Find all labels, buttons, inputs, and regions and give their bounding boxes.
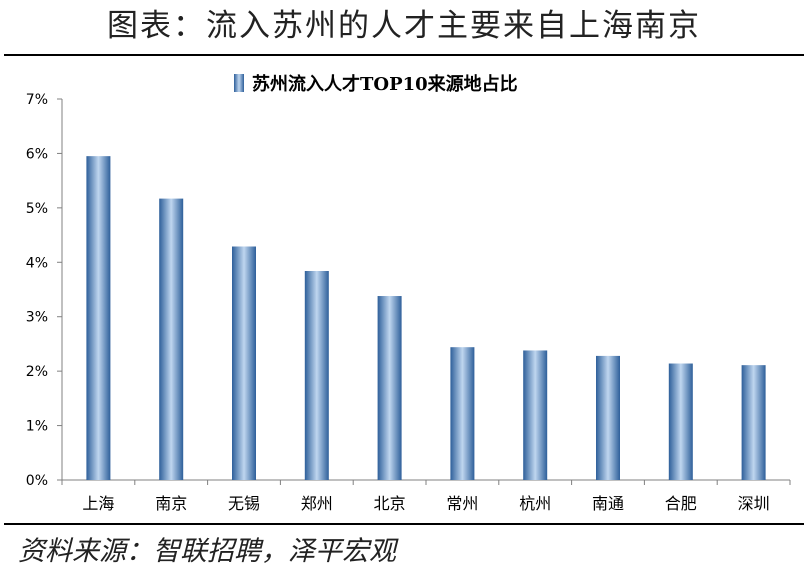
y-tick-label: 5% xyxy=(26,201,48,217)
chart-legend: 苏州流入人才TOP10来源地占比 xyxy=(234,73,518,95)
x-axis-labels: 上海 南京 无锡 郑州 北京 常州 杭州 南通 合肥 深圳 xyxy=(82,494,769,513)
source-note: 资料来源：智联招聘，泽平宏观 xyxy=(18,536,396,567)
top-rule xyxy=(4,54,804,56)
y-tick-label: 0% xyxy=(26,473,48,489)
bar-北京 xyxy=(377,296,402,480)
x-tick-label: 南通 xyxy=(592,494,624,513)
x-tick-label: 杭州 xyxy=(519,494,551,513)
chart-axes xyxy=(57,98,791,485)
x-tick-label: 常州 xyxy=(446,494,478,513)
x-tick-label: 北京 xyxy=(374,494,406,513)
bar-南通 xyxy=(596,355,620,480)
chart-title: 苏州流入人才TOP10来源地占比 xyxy=(252,73,518,95)
y-tick-label: 2% xyxy=(26,364,48,380)
y-tick-label: 3% xyxy=(26,310,48,326)
x-tick-label: 合肥 xyxy=(665,494,697,513)
y-tick-label: 4% xyxy=(26,255,48,271)
x-tick-label: 上海 xyxy=(82,494,114,513)
bar-chart: 苏州流入人才TOP10来源地占比 上海 南京 无锡 郑州 北京 常州 杭州 南通 合肥 深圳 0%… xyxy=(26,73,791,513)
bar-常州 xyxy=(450,347,475,480)
y-axis-labels: 0% 1% 2% 3% 4% 5% 6% 7% xyxy=(26,92,48,489)
x-tick-label: 郑州 xyxy=(301,494,333,513)
x-tick-label: 深圳 xyxy=(738,494,770,513)
x-tick-label: 无锡 xyxy=(228,494,260,513)
bar-合肥 xyxy=(668,363,693,480)
bar-南京 xyxy=(159,198,184,480)
y-tick-label: 7% xyxy=(26,92,48,108)
y-tick-label: 6% xyxy=(26,146,48,162)
bar-杭州 xyxy=(523,350,548,480)
figure-title: 图表：流入苏州的人才主要来自上海南京 xyxy=(107,8,701,44)
y-tick-label: 1% xyxy=(26,419,48,435)
bar-深圳 xyxy=(741,365,766,480)
bar-郑州 xyxy=(304,270,329,480)
bar-上海 xyxy=(86,156,111,480)
chart-bars xyxy=(86,156,766,480)
legend-swatch xyxy=(234,74,244,92)
bottom-rule xyxy=(4,523,804,525)
x-tick-label: 南京 xyxy=(155,494,187,513)
bar-无锡 xyxy=(232,246,256,480)
